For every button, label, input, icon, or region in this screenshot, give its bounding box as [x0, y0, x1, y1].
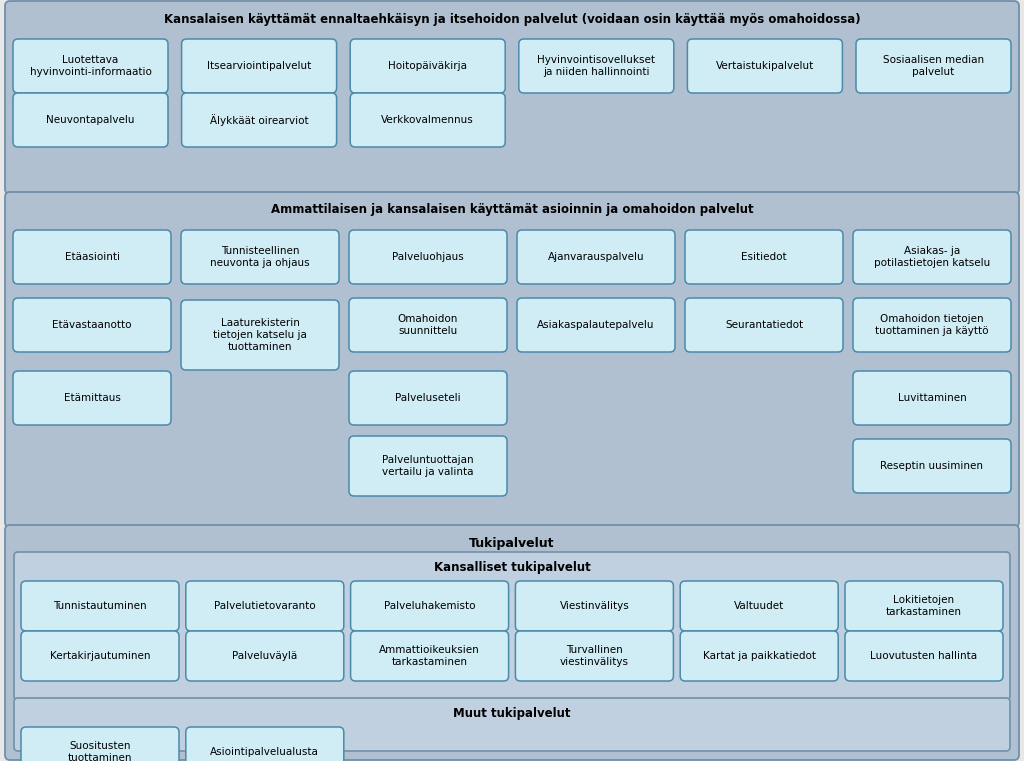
Text: Palveluntuottajan
vertailu ja valinta: Palveluntuottajan vertailu ja valinta [382, 455, 474, 477]
FancyBboxPatch shape [856, 39, 1011, 93]
Text: Luotettava
hyvinvointi-informaatio: Luotettava hyvinvointi-informaatio [30, 56, 152, 77]
FancyBboxPatch shape [5, 192, 1019, 527]
Text: Ammattioikeuksien
tarkastaminen: Ammattioikeuksien tarkastaminen [379, 645, 480, 667]
FancyBboxPatch shape [22, 631, 179, 681]
FancyBboxPatch shape [519, 39, 674, 93]
FancyBboxPatch shape [13, 39, 168, 93]
FancyBboxPatch shape [185, 581, 344, 631]
Text: Tukipalvelut: Tukipalvelut [469, 537, 555, 549]
FancyBboxPatch shape [349, 436, 507, 496]
FancyBboxPatch shape [14, 552, 1010, 700]
FancyBboxPatch shape [349, 230, 507, 284]
FancyBboxPatch shape [845, 581, 1002, 631]
Text: Palveluohjaus: Palveluohjaus [392, 252, 464, 262]
FancyBboxPatch shape [14, 698, 1010, 751]
FancyBboxPatch shape [349, 371, 507, 425]
Text: Esitiedot: Esitiedot [741, 252, 786, 262]
FancyBboxPatch shape [685, 230, 843, 284]
Text: Laaturekisterin
tietojen katselu ja
tuottaminen: Laaturekisterin tietojen katselu ja tuot… [213, 318, 307, 352]
FancyBboxPatch shape [350, 39, 505, 93]
Text: Ammattilaisen ja kansalaisen käyttämät asioinnin ja omahoidon palvelut: Ammattilaisen ja kansalaisen käyttämät a… [270, 203, 754, 216]
FancyBboxPatch shape [515, 631, 674, 681]
FancyBboxPatch shape [680, 581, 839, 631]
FancyBboxPatch shape [185, 631, 344, 681]
FancyBboxPatch shape [845, 631, 1002, 681]
Text: Omahoidon tietojen
tuottaminen ja käyttö: Omahoidon tietojen tuottaminen ja käyttö [876, 314, 989, 336]
Text: Seurantatiedot: Seurantatiedot [725, 320, 803, 330]
Text: Verkkovalmennus: Verkkovalmennus [381, 115, 474, 125]
FancyBboxPatch shape [13, 230, 171, 284]
Text: Reseptin uusiminen: Reseptin uusiminen [881, 461, 983, 471]
Text: Tunnisteellinen
neuvonta ja ohjaus: Tunnisteellinen neuvonta ja ohjaus [210, 247, 310, 268]
Text: Asiointipalvelualusta: Asiointipalvelualusta [210, 747, 319, 757]
Text: Etävastaanotto: Etävastaanotto [52, 320, 132, 330]
FancyBboxPatch shape [687, 39, 843, 93]
Text: Älykkäät oirearviot: Älykkäät oirearviot [210, 114, 308, 126]
Text: Neuvontapalvelu: Neuvontapalvelu [46, 115, 135, 125]
Text: Turvallinen
viestinvälitys: Turvallinen viestinvälitys [560, 645, 629, 667]
FancyBboxPatch shape [5, 525, 1019, 760]
Text: Kansalliset tukipalvelut: Kansalliset tukipalvelut [433, 562, 591, 575]
Text: Tunnistautuminen: Tunnistautuminen [53, 601, 146, 611]
Text: Kartat ja paikkatiedot: Kartat ja paikkatiedot [702, 651, 816, 661]
FancyBboxPatch shape [853, 230, 1011, 284]
Text: Omahoidon
suunnittelu: Omahoidon suunnittelu [397, 314, 458, 336]
Text: Palveluhakemisto: Palveluhakemisto [384, 601, 475, 611]
Text: Palveluväylä: Palveluväylä [232, 651, 297, 661]
Text: Muut tukipalvelut: Muut tukipalvelut [454, 708, 570, 721]
Text: Lokitietojen
tarkastaminen: Lokitietojen tarkastaminen [886, 595, 962, 617]
FancyBboxPatch shape [515, 581, 674, 631]
FancyBboxPatch shape [181, 93, 337, 147]
Text: Hoitopäiväkirja: Hoitopäiväkirja [388, 61, 467, 71]
FancyBboxPatch shape [185, 727, 344, 761]
FancyBboxPatch shape [853, 298, 1011, 352]
Text: Palvelutietovaranto: Palvelutietovaranto [214, 601, 315, 611]
Text: Itsearviointipalvelut: Itsearviointipalvelut [207, 61, 311, 71]
FancyBboxPatch shape [13, 298, 171, 352]
FancyBboxPatch shape [13, 371, 171, 425]
FancyBboxPatch shape [181, 39, 337, 93]
FancyBboxPatch shape [685, 298, 843, 352]
FancyBboxPatch shape [181, 230, 339, 284]
FancyBboxPatch shape [680, 631, 839, 681]
Text: Vertaistukipalvelut: Vertaistukipalvelut [716, 61, 814, 71]
Text: Asiakaspalautepalvelu: Asiakaspalautepalvelu [538, 320, 654, 330]
FancyBboxPatch shape [22, 727, 179, 761]
Text: Palveluseteli: Palveluseteli [395, 393, 461, 403]
FancyBboxPatch shape [181, 300, 339, 370]
Text: Valtuudet: Valtuudet [734, 601, 784, 611]
FancyBboxPatch shape [853, 371, 1011, 425]
Text: Luovutusten hallinta: Luovutusten hallinta [870, 651, 978, 661]
FancyBboxPatch shape [517, 298, 675, 352]
Text: Luvittaminen: Luvittaminen [898, 393, 967, 403]
Text: Kansalaisen käyttämät ennaltaehkäisyn ja itsehoidon palvelut (voidaan osin käytt: Kansalaisen käyttämät ennaltaehkäisyn ja… [164, 12, 860, 26]
Text: Suositusten
tuottaminen: Suositusten tuottaminen [68, 741, 132, 761]
FancyBboxPatch shape [349, 298, 507, 352]
Text: Asiakas- ja
potilastietojen katselu: Asiakas- ja potilastietojen katselu [873, 247, 990, 268]
Text: Sosiaalisen median
palvelut: Sosiaalisen median palvelut [883, 56, 984, 77]
Text: Etämittaus: Etämittaus [63, 393, 121, 403]
FancyBboxPatch shape [13, 93, 168, 147]
Text: Viestinvälitys: Viestinvälitys [559, 601, 630, 611]
FancyBboxPatch shape [350, 581, 509, 631]
FancyBboxPatch shape [5, 1, 1019, 194]
FancyBboxPatch shape [350, 93, 505, 147]
Text: Hyvinvointisovellukset
ja niiden hallinnointi: Hyvinvointisovellukset ja niiden hallinn… [538, 56, 655, 77]
FancyBboxPatch shape [853, 439, 1011, 493]
Text: Kertakirjautuminen: Kertakirjautuminen [50, 651, 151, 661]
Text: Etäasiointi: Etäasiointi [65, 252, 120, 262]
FancyBboxPatch shape [22, 581, 179, 631]
FancyBboxPatch shape [350, 631, 509, 681]
Text: Ajanvarauspalvelu: Ajanvarauspalvelu [548, 252, 644, 262]
FancyBboxPatch shape [517, 230, 675, 284]
